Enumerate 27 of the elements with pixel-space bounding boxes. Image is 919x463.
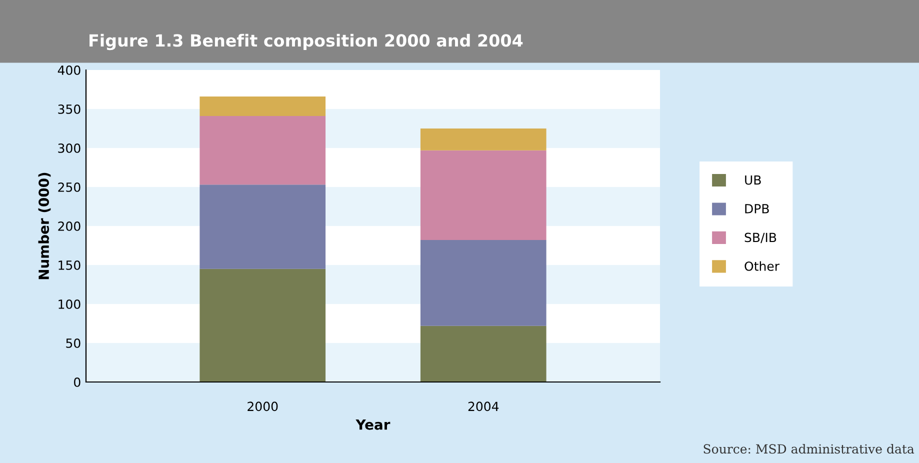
x-tick-label: 2000 <box>248 402 278 412</box>
y-tick-label: 150 <box>58 260 80 270</box>
bar <box>420 150 546 240</box>
legend-label: UB <box>745 175 761 185</box>
y-tick-label: 400 <box>58 65 80 75</box>
y-tick-label: 50 <box>66 338 80 348</box>
chart-title: Figure 1.3 Benefit composition 2000 and 2004 <box>90 34 523 50</box>
source-note: Source: MSD administrative data <box>704 444 914 454</box>
bar <box>200 116 326 185</box>
bar <box>200 268 326 382</box>
y-tick-label: 300 <box>58 143 80 153</box>
x-tick-label: 2004 <box>468 402 499 412</box>
y-tick-label: 0 <box>74 377 80 387</box>
bar <box>420 240 546 326</box>
legend-label: SB/IB <box>744 232 776 244</box>
bar <box>420 326 546 382</box>
bar <box>200 96 326 116</box>
y-tick-label: 100 <box>58 299 80 309</box>
legend-label: DPB <box>745 204 769 214</box>
bar <box>420 128 546 150</box>
y-tick-label: 350 <box>58 104 80 114</box>
x-axis-title: Year <box>356 420 390 430</box>
bar <box>200 184 326 269</box>
y-tick-label: 200 <box>58 221 80 231</box>
y-tick-label: 250 <box>58 182 80 192</box>
legend-label: Other <box>744 261 780 271</box>
y-axis-title: Number (000) <box>38 172 51 280</box>
